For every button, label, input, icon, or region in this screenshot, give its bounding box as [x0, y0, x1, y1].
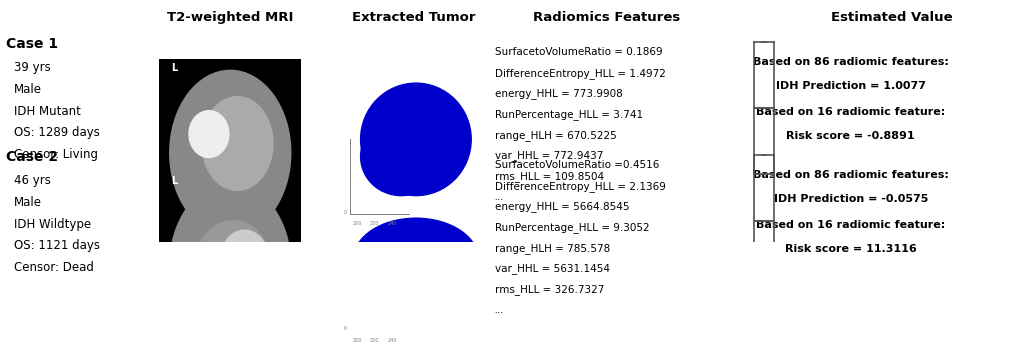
Text: DifferenceEntropy_HLL = 1.4972: DifferenceEntropy_HLL = 1.4972: [494, 68, 665, 79]
Ellipse shape: [202, 97, 273, 190]
Text: IDH Prediction = -0.0575: IDH Prediction = -0.0575: [772, 194, 927, 204]
Text: SurfacetoVolumeRatio =0.4516: SurfacetoVolumeRatio =0.4516: [494, 160, 658, 170]
Text: SurfacetoVolumeRatio = 0.1869: SurfacetoVolumeRatio = 0.1869: [494, 47, 661, 57]
Text: Risk score = 11.3116: Risk score = 11.3116: [785, 244, 916, 254]
Text: 240: 240: [387, 338, 396, 343]
Text: 0: 0: [343, 210, 346, 215]
Text: Based on 86 radiomic features:: Based on 86 radiomic features:: [752, 57, 948, 67]
Ellipse shape: [169, 183, 290, 348]
Text: Censor: Dead: Censor: Dead: [13, 261, 94, 274]
Text: IDH Mutant: IDH Mutant: [13, 105, 81, 118]
Text: DifferenceEntropy_HLL = 2.1369: DifferenceEntropy_HLL = 2.1369: [494, 181, 665, 192]
FancyBboxPatch shape: [341, 167, 489, 352]
Ellipse shape: [194, 221, 272, 318]
Text: range_HLH = 785.578: range_HLH = 785.578: [494, 243, 609, 254]
Text: Risk score = -0.8891: Risk score = -0.8891: [786, 131, 914, 141]
Text: 220: 220: [370, 221, 379, 226]
Text: Based on 86 radiomic features:: Based on 86 radiomic features:: [752, 170, 948, 180]
Text: rms_HLL = 109.8504: rms_HLL = 109.8504: [494, 171, 603, 182]
Ellipse shape: [361, 258, 471, 317]
Ellipse shape: [189, 111, 228, 158]
Text: 240: 240: [387, 221, 396, 226]
Text: 46 yrs: 46 yrs: [13, 174, 50, 188]
Text: Based on 16 radiomic feature:: Based on 16 radiomic feature:: [755, 107, 945, 117]
Text: 220: 220: [370, 338, 379, 343]
Text: ...: ...: [494, 192, 504, 202]
Text: ...: ...: [494, 305, 504, 315]
Ellipse shape: [371, 289, 460, 330]
Text: OS: 1289 days: OS: 1289 days: [13, 126, 100, 139]
Text: L: L: [171, 63, 177, 73]
Text: rms_HLL = 326.7327: rms_HLL = 326.7327: [494, 284, 603, 295]
FancyBboxPatch shape: [159, 172, 302, 358]
Text: Case 2: Case 2: [6, 150, 58, 164]
FancyBboxPatch shape: [159, 59, 302, 247]
Text: IDH Prediction = 1.0077: IDH Prediction = 1.0077: [775, 81, 925, 91]
Ellipse shape: [169, 70, 290, 235]
Ellipse shape: [221, 230, 267, 283]
Text: Male: Male: [13, 83, 42, 96]
Text: Extracted Tumor: Extracted Tumor: [352, 11, 475, 24]
Ellipse shape: [361, 83, 471, 195]
Text: L: L: [171, 176, 177, 186]
Ellipse shape: [361, 118, 441, 195]
Text: 200: 200: [352, 338, 362, 343]
Text: 0: 0: [343, 326, 346, 331]
Ellipse shape: [353, 218, 478, 301]
Text: Estimated Value: Estimated Value: [829, 11, 952, 24]
Text: range_HLH = 670.5225: range_HLH = 670.5225: [494, 130, 615, 141]
Text: energy_HHL = 5664.8545: energy_HHL = 5664.8545: [494, 202, 629, 212]
Text: IDH Wildtype: IDH Wildtype: [13, 218, 91, 231]
Text: 39 yrs: 39 yrs: [13, 62, 50, 74]
Text: RunPercentage_HLL = 3.741: RunPercentage_HLL = 3.741: [494, 109, 642, 120]
Text: var_HHL = 772.9437: var_HHL = 772.9437: [494, 150, 602, 161]
Text: OS: 1121 days: OS: 1121 days: [13, 240, 100, 252]
Text: 200: 200: [352, 221, 362, 226]
Text: energy_HHL = 773.9908: energy_HHL = 773.9908: [494, 88, 622, 99]
FancyBboxPatch shape: [341, 62, 489, 234]
Text: Censor: Living: Censor: Living: [13, 148, 98, 161]
Text: Male: Male: [13, 196, 42, 209]
Text: T2-weighted MRI: T2-weighted MRI: [167, 11, 293, 24]
Text: Based on 16 radiomic feature:: Based on 16 radiomic feature:: [755, 220, 945, 230]
Text: Radiomics Features: Radiomics Features: [533, 11, 680, 24]
Text: RunPercentage_HLL = 9.3052: RunPercentage_HLL = 9.3052: [494, 222, 649, 233]
Text: var_HHL = 5631.1454: var_HHL = 5631.1454: [494, 263, 609, 274]
Text: Case 1: Case 1: [6, 38, 58, 52]
